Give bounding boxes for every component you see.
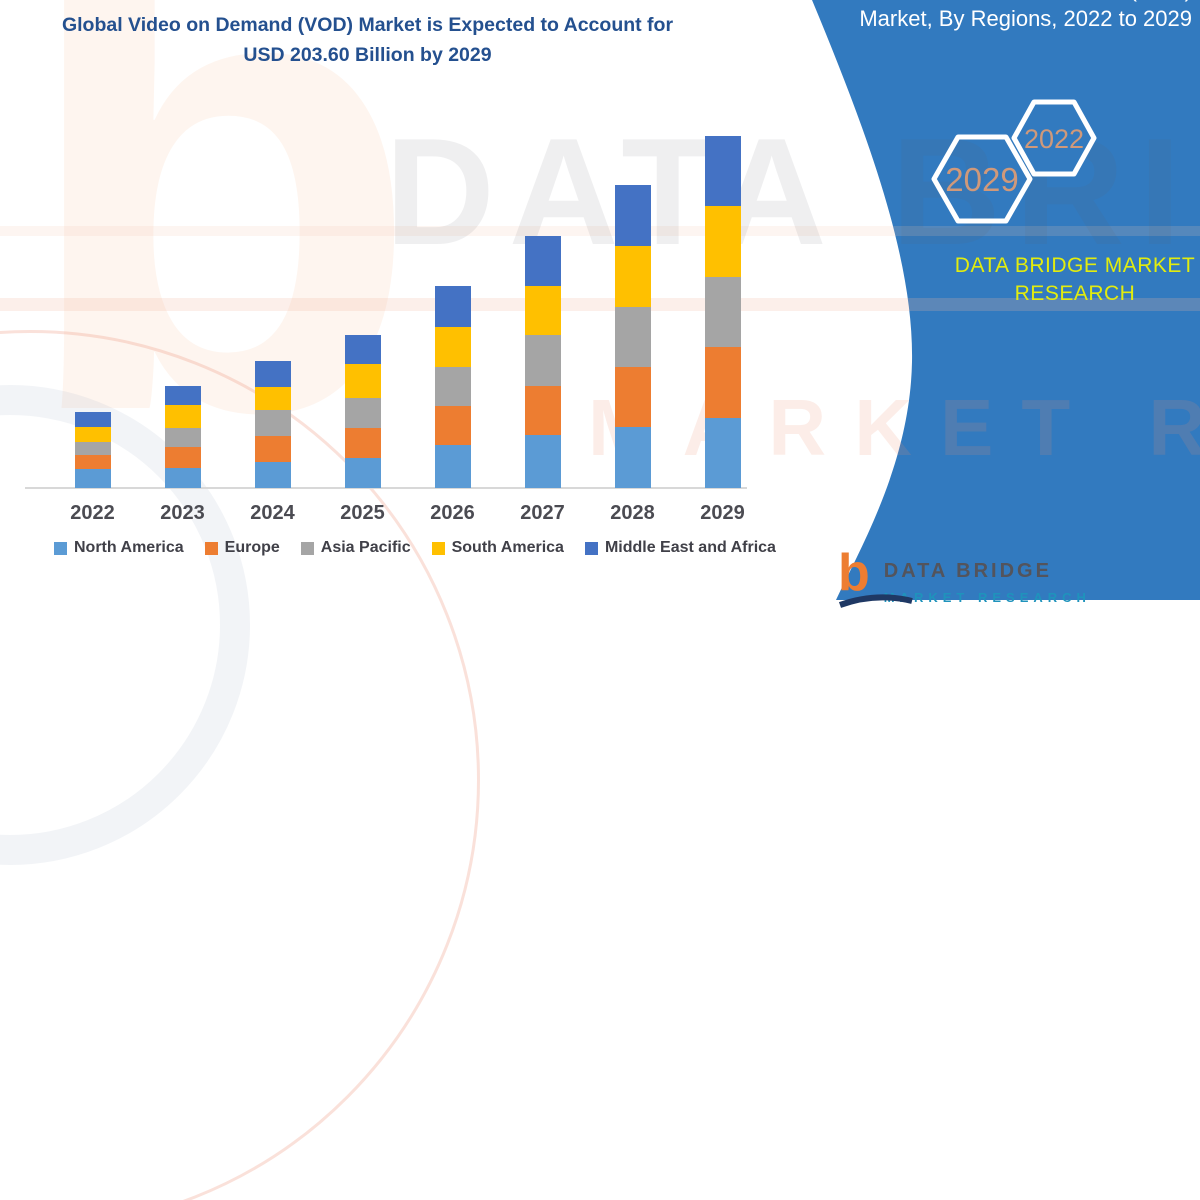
banner: Global Video on Demand (VOD) Market, By … <box>859 0 1192 32</box>
segment-asia-pacific-2023 <box>164 428 201 448</box>
segment-asia-pacific-2027 <box>524 335 561 387</box>
segment-asia-pacific-2022 <box>74 441 111 455</box>
legend-item-europe: Europe <box>204 539 280 557</box>
legend-swatch <box>584 541 598 555</box>
blue-side-panel <box>812 0 1200 600</box>
banner-clipped-text: Global Video on Demand (VOD) <box>859 0 1192 3</box>
segment-middle-east-and-africa-2024 <box>254 361 291 388</box>
segment-middle-east-and-africa-2026 <box>434 285 471 328</box>
segment-south-america-2022 <box>74 427 111 442</box>
stacked-bar-2024 <box>254 361 291 488</box>
x-axis-label-2029: 2029 <box>700 502 745 524</box>
x-axis-label-2022: 2022 <box>70 502 115 524</box>
segment-south-america-2024 <box>254 387 291 411</box>
legend-label: South America <box>451 539 564 556</box>
blue-panel-path <box>812 0 1200 600</box>
segment-south-america-2025 <box>344 363 381 399</box>
legend-label: Middle East and Africa <box>604 539 776 556</box>
legend-label: Asia Pacific <box>320 539 411 556</box>
segment-asia-pacific-2024 <box>254 410 291 437</box>
stacked-bar-2023 <box>164 386 201 488</box>
segment-north-america-2029 <box>704 417 741 488</box>
segment-europe-2023 <box>164 447 201 469</box>
stacked-bar-2029 <box>704 135 741 488</box>
chart-title-line1: Global Video on Demand (VOD) Market is E… <box>61 14 674 36</box>
legend-item-middle-east-and-africa: Middle East and Africa <box>584 539 776 557</box>
x-axis-label-2027: 2027 <box>520 502 565 524</box>
legend-label: Europe <box>224 539 280 556</box>
chart-title-line2: USD 203.60 Billion by 2029 <box>243 44 492 66</box>
footer-brand-text: DATA BRIDGE <box>883 560 1052 582</box>
segment-europe-2022 <box>74 454 111 470</box>
segment-south-america-2023 <box>164 405 201 429</box>
segment-north-america-2026 <box>434 444 471 488</box>
legend-swatch <box>300 541 314 555</box>
x-axis-label-2023: 2023 <box>160 502 205 524</box>
segment-asia-pacific-2026 <box>434 367 471 407</box>
segment-south-america-2029 <box>704 206 741 278</box>
segment-middle-east-and-africa-2028 <box>614 185 651 246</box>
banner-line: Market, By Regions, 2022 to 2029 <box>859 6 1192 31</box>
x-axis-label-2025: 2025 <box>340 502 385 524</box>
legend-label: North America <box>74 539 184 556</box>
segment-europe-2029 <box>704 346 741 418</box>
legend-swatch <box>431 541 445 555</box>
segment-asia-pacific-2029 <box>704 277 741 347</box>
legend-item-south-america: South America <box>431 539 564 557</box>
stacked-bar-2027 <box>524 235 561 488</box>
banner-clipped-line: Global Video on Demand (VOD) <box>859 0 1192 5</box>
hexagon-2022 <box>1011 99 1097 177</box>
segment-north-america-2025 <box>344 457 381 488</box>
legend-swatch <box>204 541 218 555</box>
watermark-band-1 <box>0 226 1200 236</box>
footer-logo-swoosh-icon <box>838 594 913 608</box>
footer-logo-b-icon: b <box>838 544 870 602</box>
stacked-bar-2022 <box>74 411 111 488</box>
segment-europe-2027 <box>524 386 561 436</box>
segment-north-america-2028 <box>614 426 651 488</box>
segment-europe-2028 <box>614 367 651 427</box>
segment-north-america-2024 <box>254 462 291 488</box>
segment-europe-2025 <box>344 428 381 458</box>
watermark-band-2 <box>0 298 1200 311</box>
segment-south-america-2026 <box>434 327 471 368</box>
segment-asia-pacific-2028 <box>614 306 651 367</box>
legend-item-north-america: North America <box>54 539 184 557</box>
segment-north-america-2027 <box>524 435 561 488</box>
segment-middle-east-and-africa-2027 <box>524 235 561 286</box>
chart-title: Global Video on Demand (VOD) Market is E… <box>15 10 720 70</box>
segment-south-america-2028 <box>614 245 651 307</box>
segment-south-america-2027 <box>524 285 561 336</box>
hexagon-badges: 2029 2022 <box>931 99 1097 224</box>
stacked-bar-2026 <box>434 285 471 488</box>
stacked-bar-2025 <box>344 335 381 488</box>
segment-europe-2026 <box>434 406 471 445</box>
panel-brand-text: DATA BRIDGE MARKET RESEARCH <box>954 254 1196 305</box>
segment-middle-east-and-africa-2022 <box>74 411 111 428</box>
segment-middle-east-and-africa-2023 <box>164 386 201 406</box>
legend: North America Europe Asia Pacific South Ame… <box>54 539 776 557</box>
legend-swatch <box>54 541 67 555</box>
segment-north-america-2023 <box>164 468 201 488</box>
x-axis-label-2026: 2026 <box>430 502 475 524</box>
footer-logo: b DATA BRIDGE MARKET RESEARCH <box>838 544 1091 608</box>
plot-area: 2022 2023 2024 2025 2026 2027 2028 2029 <box>25 135 747 524</box>
x-axis-label-2028: 2028 <box>610 502 655 524</box>
hexagon-2029-label: 2029 <box>945 161 1018 198</box>
segment-north-america-2022 <box>74 469 111 488</box>
x-axis-line <box>25 487 747 489</box>
x-axis-label-2024: 2024 <box>250 502 295 524</box>
segment-asia-pacific-2025 <box>344 398 381 429</box>
hexagon-2029 <box>931 134 1033 224</box>
segment-middle-east-and-africa-2029 <box>704 135 741 207</box>
stacked-bar-2028 <box>614 185 651 488</box>
legend-item-asia-pacific: Asia Pacific <box>300 539 411 557</box>
segment-europe-2024 <box>254 436 291 463</box>
hexagon-2022-label: 2022 <box>1024 124 1084 154</box>
segment-middle-east-and-africa-2025 <box>344 335 381 364</box>
